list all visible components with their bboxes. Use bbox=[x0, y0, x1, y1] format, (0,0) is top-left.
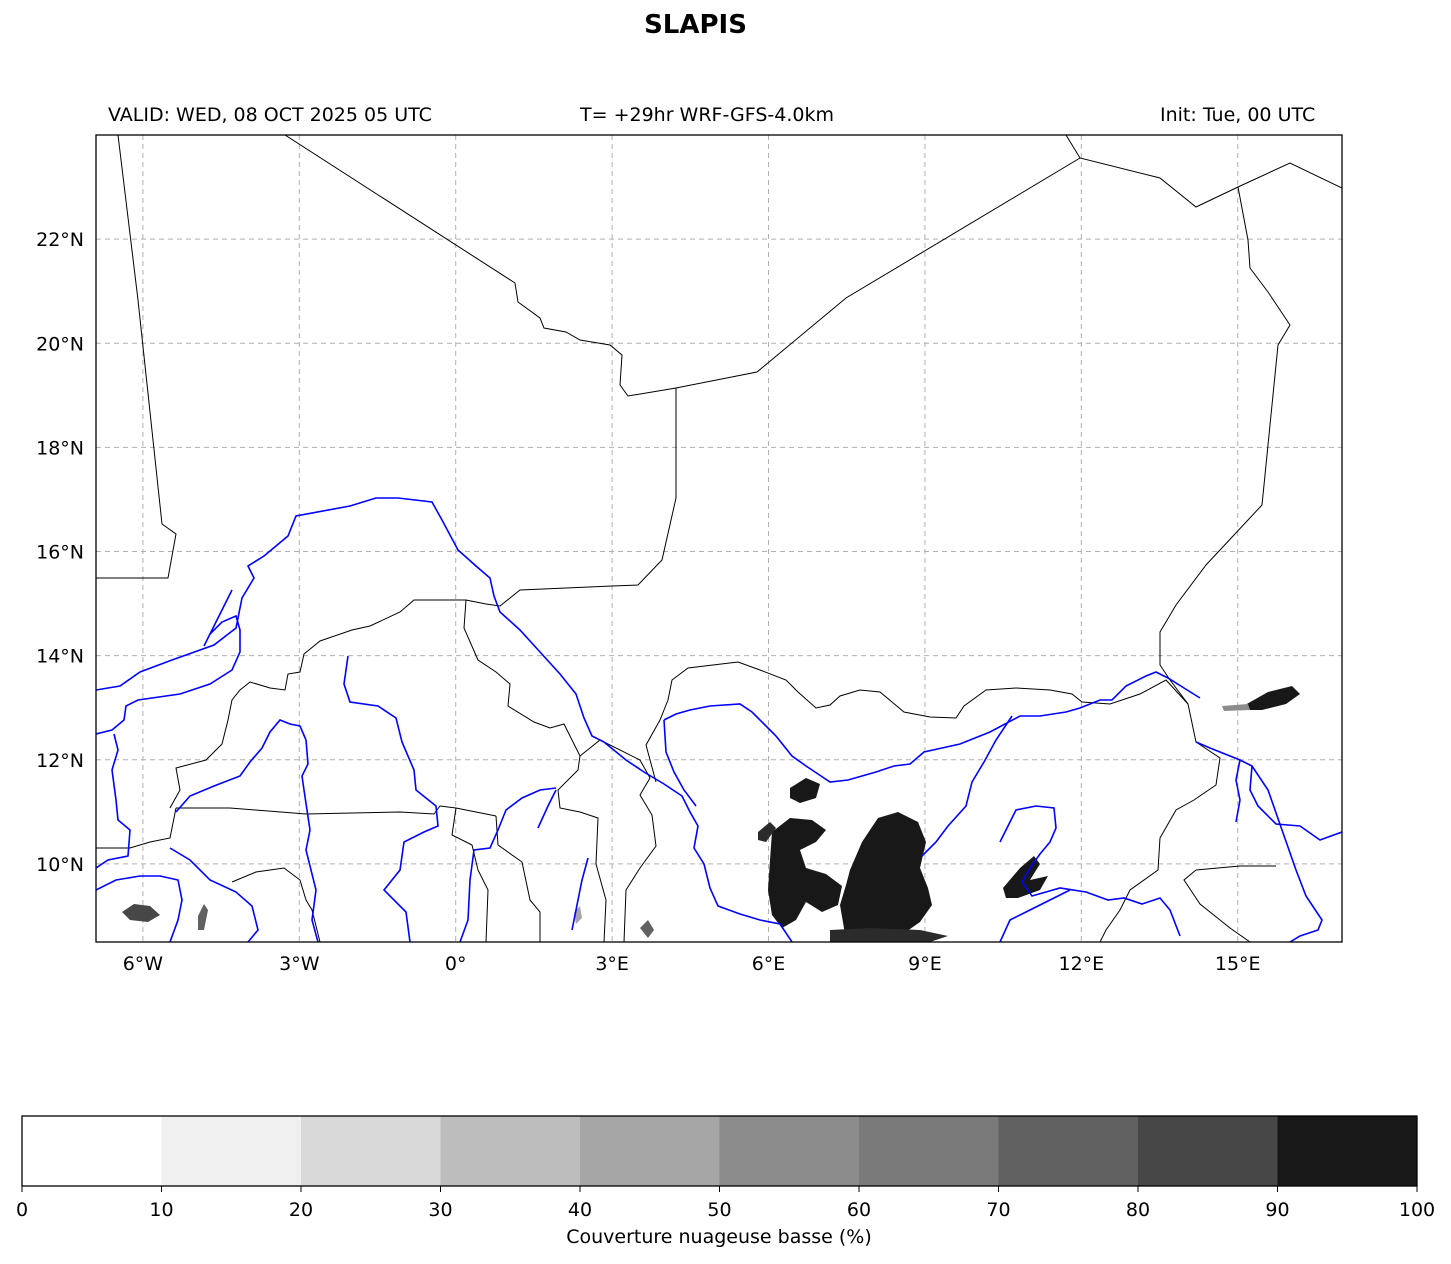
colorbar-segment bbox=[440, 1116, 581, 1186]
river-benue-4 bbox=[999, 889, 1071, 942]
colorbar-segment bbox=[859, 1116, 999, 1186]
river-chari bbox=[1251, 765, 1323, 942]
colorbar-segment bbox=[301, 1116, 441, 1186]
map-title: SLAPIS bbox=[644, 10, 747, 40]
colorbar-tick-label: 80 bbox=[1126, 1199, 1150, 1221]
river-volta-2 bbox=[301, 739, 319, 942]
lat-tick-label: 20°N bbox=[36, 333, 84, 355]
map-frame bbox=[95, 134, 1343, 943]
valid-time-label: VALID: WED, 08 OCT 2025 05 UTC bbox=[108, 104, 432, 126]
colorbar-tick-label: 90 bbox=[1265, 1199, 1289, 1221]
map-area bbox=[96, 135, 1342, 942]
lon-tick-label: 6°W bbox=[123, 953, 164, 975]
colorbar-segment bbox=[161, 1116, 302, 1186]
river-ivory-3 bbox=[96, 875, 183, 942]
cloud-cover-field bbox=[122, 686, 1300, 942]
border-cameroon-chad bbox=[1183, 869, 1251, 942]
border-mali-niger bbox=[169, 388, 677, 809]
colorbar-tick-label: 70 bbox=[986, 1199, 1010, 1221]
river-niger bbox=[96, 497, 793, 942]
cloud-patch-nigeria-west bbox=[768, 818, 842, 928]
river-benue-3 bbox=[999, 805, 1181, 937]
lon-tick-label: 12°E bbox=[1058, 953, 1104, 975]
gridlines bbox=[96, 135, 1342, 942]
river-volta-black bbox=[175, 719, 307, 813]
cloud-patch-ivory-coast bbox=[122, 904, 160, 922]
colorbar-label: Couverture nuageuse basse (%) bbox=[566, 1226, 872, 1248]
lat-tick-label: 14°N bbox=[36, 646, 84, 668]
colorbar-tick-label: 100 bbox=[1399, 1199, 1435, 1221]
border-cameroon-car bbox=[1195, 865, 1276, 871]
lon-tick-label: 9°E bbox=[908, 953, 942, 975]
river-volta-white bbox=[343, 655, 439, 942]
forecast-run-label: T= +29hr WRF-GFS-4.0km bbox=[580, 104, 834, 126]
colorbar-segment bbox=[1138, 1116, 1278, 1186]
colorbar-tick-label: 60 bbox=[847, 1199, 871, 1221]
border-benin-niger-2 bbox=[599, 739, 657, 942]
colorbar-segment bbox=[998, 1116, 1139, 1186]
rivers bbox=[96, 497, 1342, 942]
longitude-tick-labels: 6°W 3°W 0° 3°E 6°E 9°E 12°E 15°E bbox=[123, 953, 1261, 975]
border-algeria-niger bbox=[1065, 135, 1342, 208]
border-togo-benin bbox=[495, 815, 541, 942]
lat-tick-label: 22°N bbox=[36, 229, 84, 251]
colorbar: 0 10 20 30 40 50 60 70 80 90 100 bbox=[16, 1115, 1435, 1221]
colorbar-tick-label: 40 bbox=[568, 1199, 592, 1221]
river-ivory bbox=[169, 847, 259, 942]
border-burkina-ghana bbox=[305, 805, 497, 817]
cloud-patch-nigeria-south bbox=[830, 928, 948, 942]
colorbar-tick-label: 50 bbox=[707, 1199, 731, 1221]
cloud-patch-nigeria-main bbox=[840, 812, 932, 940]
lat-tick-label: 12°N bbox=[36, 750, 84, 772]
border-burkina-niger bbox=[463, 599, 601, 757]
lon-tick-label: 3°W bbox=[279, 953, 320, 975]
lat-tick-label: 16°N bbox=[36, 542, 84, 564]
lon-tick-label: 15°E bbox=[1215, 953, 1261, 975]
cloud-patch-benin bbox=[640, 920, 654, 938]
border-ivory-coast-burkina bbox=[96, 807, 177, 849]
border-ghana-ivory bbox=[231, 867, 321, 942]
cloud-patch-ivory-coast-2 bbox=[198, 904, 208, 930]
init-time-label: Init: Tue, 00 UTC bbox=[1160, 104, 1316, 126]
river-kaduna bbox=[921, 715, 1013, 857]
river-ouem bbox=[571, 857, 589, 931]
border-benin-nigeria bbox=[557, 755, 607, 942]
colorbar-segment bbox=[22, 1116, 162, 1186]
river-logone bbox=[1195, 741, 1342, 841]
colorbar-segment bbox=[719, 1116, 860, 1186]
river-logone-2 bbox=[1235, 759, 1241, 823]
river-benue-1 bbox=[663, 671, 1201, 783]
lat-tick-label: 10°N bbox=[36, 854, 84, 876]
cloud-patch-chad bbox=[1245, 686, 1300, 710]
colorbar-tick-label: 20 bbox=[289, 1199, 313, 1221]
cloud-patch-chad-tail bbox=[1222, 704, 1250, 711]
border-nigeria-cameroon bbox=[1099, 741, 1221, 942]
cloud-patch-nigeria-strip bbox=[758, 822, 776, 842]
border-burkina-south bbox=[176, 807, 307, 815]
border-mauritania-mali bbox=[96, 135, 177, 579]
lon-tick-label: 6°E bbox=[752, 953, 786, 975]
river-benue-2 bbox=[663, 719, 697, 807]
cloud-patch-nigeria-north bbox=[790, 778, 820, 803]
border-niger-chad bbox=[1159, 186, 1291, 743]
border-ghana-togo bbox=[451, 807, 489, 942]
river-oti bbox=[459, 787, 557, 942]
border-algeria-mali bbox=[284, 135, 1081, 397]
colorbar-tick-label: 0 bbox=[16, 1199, 28, 1221]
lon-tick-label: 3°E bbox=[595, 953, 629, 975]
river-oti-2 bbox=[537, 789, 557, 829]
lon-tick-label: 0° bbox=[445, 953, 467, 975]
latitude-tick-labels: 10°N 12°N 14°N 16°N 18°N 20°N 22°N bbox=[36, 229, 84, 876]
colorbar-tick-label: 10 bbox=[149, 1199, 173, 1221]
colorbar-segment bbox=[580, 1116, 720, 1186]
river-ivory-2 bbox=[96, 733, 131, 869]
country-borders bbox=[96, 135, 1342, 942]
colorbar-segment bbox=[1277, 1116, 1418, 1186]
border-niger-nigeria bbox=[645, 661, 1189, 783]
river-bani bbox=[96, 589, 241, 735]
lat-tick-label: 18°N bbox=[36, 437, 84, 459]
colorbar-tick-label: 30 bbox=[428, 1199, 452, 1221]
